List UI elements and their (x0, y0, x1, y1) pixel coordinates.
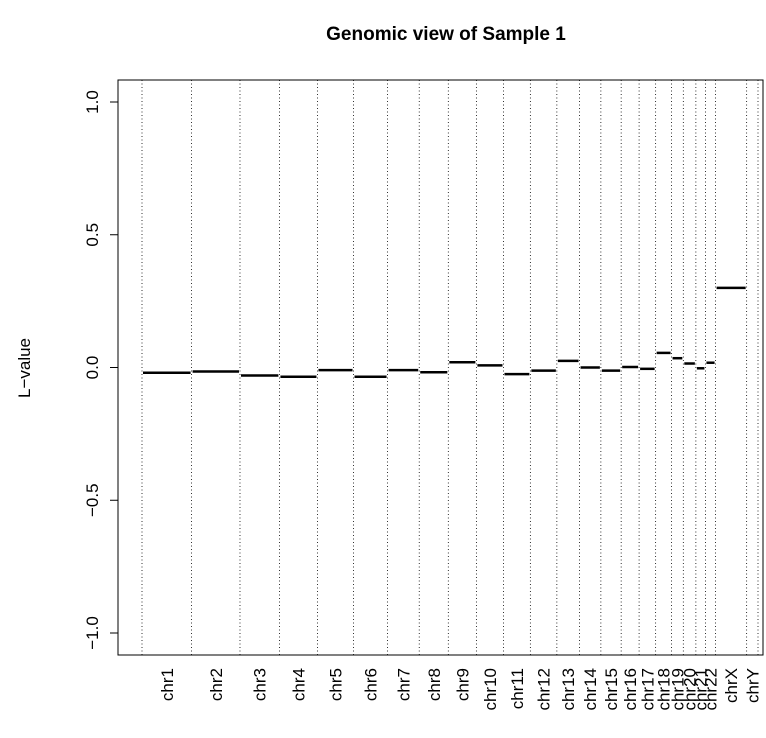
y-tick-label-4: 1.0 (83, 90, 102, 114)
x-category-label-chr12: chr12 (535, 668, 554, 711)
x-category-label-chrX: chrX (722, 668, 741, 703)
x-category-label-chr18: chr18 (655, 668, 674, 711)
x-category-label-chr14: chr14 (581, 668, 600, 711)
x-category-label-chr21: chr21 (692, 668, 711, 711)
x-category-label-chr19: chr19 (668, 668, 687, 711)
x-category-label-chr4: chr4 (289, 668, 308, 701)
x-category-label-chr5: chr5 (326, 668, 345, 701)
y-axis-label: L−value (15, 338, 34, 398)
x-category-label-chr10: chr10 (481, 668, 500, 711)
y-tick-label-3: 0.5 (83, 223, 102, 247)
x-category-label-chr2: chr2 (207, 668, 226, 701)
x-category-label-chr6: chr6 (362, 668, 381, 701)
x-category-label-chr20: chr20 (681, 668, 700, 711)
chart-title: Genomic view of Sample 1 (326, 24, 566, 45)
x-axis-labels: chr1 chr2 chr3 chr4 chr5 chr6 chr7 chr8 chr9 chr1… (158, 668, 763, 711)
y-axis: −1.0 −0.5 0.0 0.5 1.0 (83, 90, 119, 650)
x-category-label-chr16: chr16 (621, 668, 640, 711)
x-category-label-chr22: chr22 (702, 668, 721, 711)
x-category-label-chr11: chr11 (508, 668, 527, 709)
x-category-label-chr13: chr13 (559, 668, 578, 711)
x-category-label-chr15: chr15 (602, 668, 621, 711)
x-category-label-chrY: chrY (743, 668, 762, 703)
y-tick-label-1: −0.5 (83, 483, 102, 517)
y-tick-label-0: −1.0 (83, 616, 102, 650)
segment-layer (143, 286, 746, 379)
chromosome-boundaries (141, 80, 759, 655)
x-category-label-chr8: chr8 (425, 668, 444, 701)
x-category-label-chr9: chr9 (453, 668, 472, 701)
y-tick-label-2: 0.0 (83, 356, 102, 380)
x-category-label-chr3: chr3 (251, 668, 270, 701)
x-category-label-chr7: chr7 (394, 668, 413, 701)
plot-area-frame (117, 79, 764, 656)
x-category-label-chr1: chr1 (158, 668, 177, 701)
x-category-label-chr17: chr17 (638, 668, 657, 711)
